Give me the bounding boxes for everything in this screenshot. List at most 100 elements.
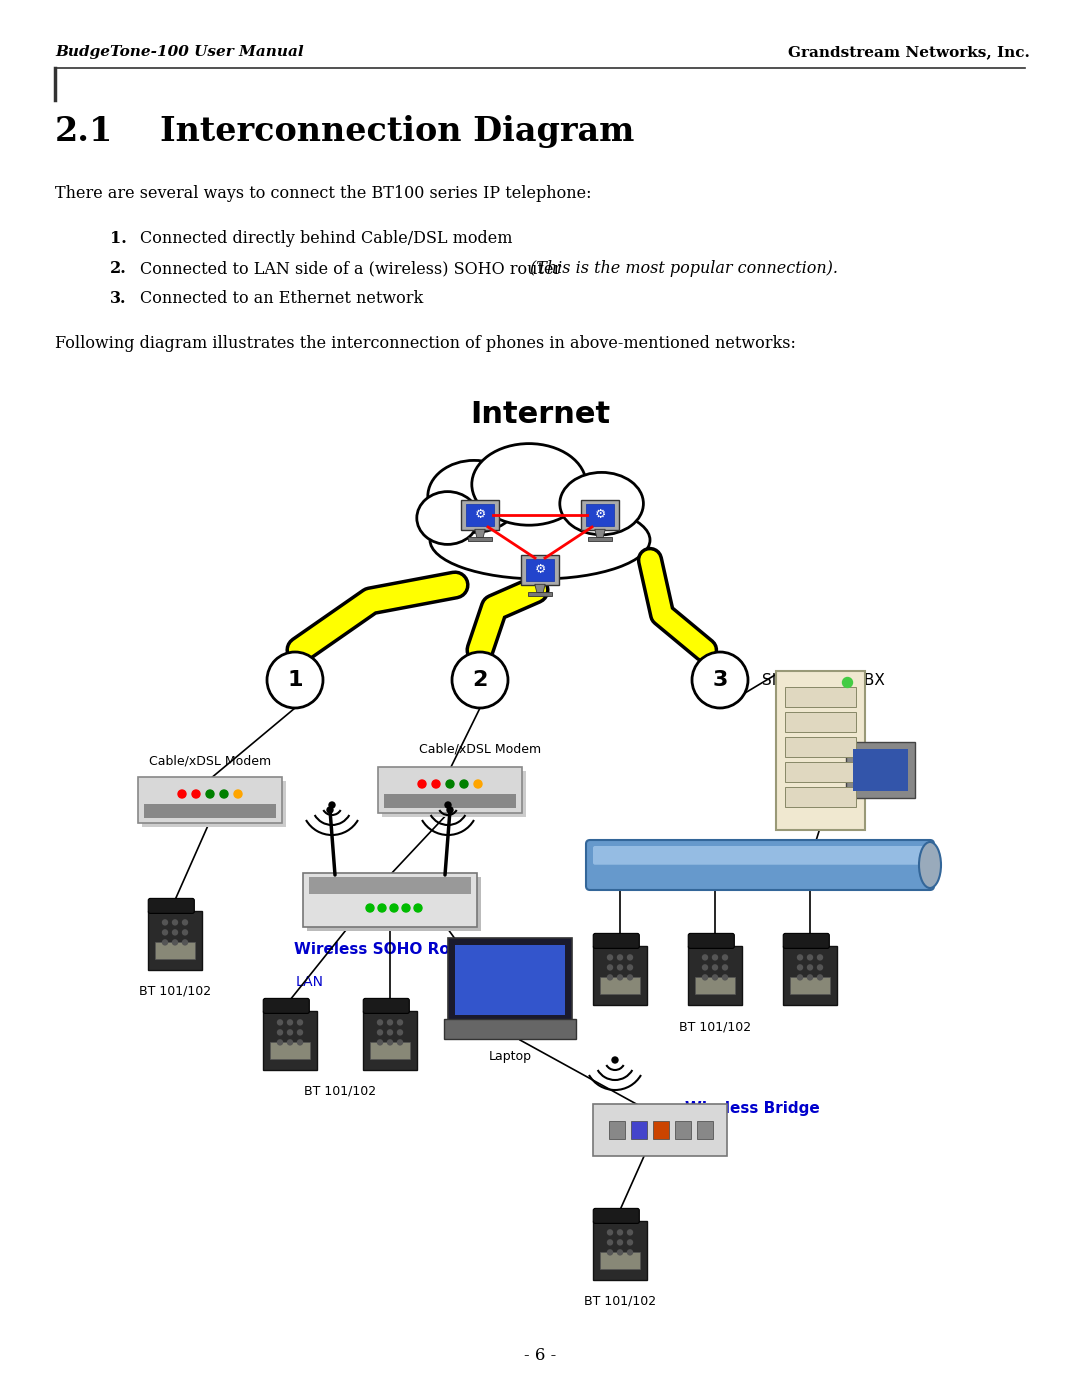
FancyBboxPatch shape bbox=[585, 504, 615, 525]
Circle shape bbox=[173, 930, 177, 935]
Circle shape bbox=[618, 1229, 622, 1235]
Circle shape bbox=[692, 652, 748, 708]
Circle shape bbox=[627, 965, 633, 970]
Circle shape bbox=[445, 802, 451, 807]
Circle shape bbox=[183, 919, 188, 925]
FancyBboxPatch shape bbox=[675, 1120, 691, 1139]
FancyBboxPatch shape bbox=[444, 1018, 576, 1039]
Circle shape bbox=[808, 965, 812, 970]
Text: Following diagram illustrates the interconnection of phones in above-mentioned n: Following diagram illustrates the interc… bbox=[55, 335, 796, 352]
FancyBboxPatch shape bbox=[593, 946, 647, 1004]
Circle shape bbox=[474, 780, 482, 788]
FancyBboxPatch shape bbox=[593, 1208, 639, 1224]
Circle shape bbox=[607, 975, 612, 979]
FancyBboxPatch shape bbox=[688, 946, 742, 1004]
Circle shape bbox=[818, 956, 823, 960]
Circle shape bbox=[287, 1030, 293, 1035]
Circle shape bbox=[397, 1020, 403, 1025]
FancyBboxPatch shape bbox=[600, 977, 639, 995]
Circle shape bbox=[390, 904, 399, 912]
Circle shape bbox=[378, 1020, 382, 1025]
FancyBboxPatch shape bbox=[783, 933, 829, 949]
Circle shape bbox=[842, 678, 852, 687]
Circle shape bbox=[287, 1020, 293, 1025]
FancyBboxPatch shape bbox=[784, 686, 855, 707]
Circle shape bbox=[627, 1229, 633, 1235]
FancyBboxPatch shape bbox=[461, 500, 499, 531]
Circle shape bbox=[278, 1020, 283, 1025]
Text: 2: 2 bbox=[472, 671, 488, 690]
FancyBboxPatch shape bbox=[382, 771, 526, 817]
Circle shape bbox=[702, 965, 707, 970]
FancyBboxPatch shape bbox=[784, 761, 855, 781]
FancyBboxPatch shape bbox=[468, 536, 492, 542]
Ellipse shape bbox=[430, 502, 650, 578]
Circle shape bbox=[388, 1030, 392, 1035]
Circle shape bbox=[713, 975, 717, 979]
FancyBboxPatch shape bbox=[521, 555, 559, 585]
Text: BT 101/102: BT 101/102 bbox=[303, 1085, 376, 1098]
FancyBboxPatch shape bbox=[593, 933, 639, 949]
FancyBboxPatch shape bbox=[378, 767, 522, 813]
Circle shape bbox=[723, 965, 728, 970]
Circle shape bbox=[278, 1030, 283, 1035]
Text: ⚙: ⚙ bbox=[594, 507, 606, 521]
Text: Wireless Bridge: Wireless Bridge bbox=[685, 1101, 820, 1115]
Text: 3.: 3. bbox=[110, 291, 126, 307]
Circle shape bbox=[797, 965, 802, 970]
Circle shape bbox=[192, 789, 200, 798]
Polygon shape bbox=[595, 529, 605, 538]
Circle shape bbox=[183, 930, 188, 935]
Circle shape bbox=[808, 975, 812, 979]
Circle shape bbox=[234, 789, 242, 798]
Circle shape bbox=[297, 1020, 302, 1025]
Circle shape bbox=[713, 956, 717, 960]
Polygon shape bbox=[475, 529, 485, 538]
Text: Interconnection Diagram: Interconnection Diagram bbox=[160, 115, 634, 148]
FancyBboxPatch shape bbox=[270, 1042, 310, 1059]
Text: BT 101/102: BT 101/102 bbox=[139, 985, 211, 997]
FancyBboxPatch shape bbox=[303, 873, 477, 928]
Text: ⚙: ⚙ bbox=[474, 507, 486, 521]
FancyBboxPatch shape bbox=[593, 847, 927, 865]
FancyBboxPatch shape bbox=[697, 1120, 713, 1139]
Circle shape bbox=[183, 940, 188, 944]
Circle shape bbox=[612, 1058, 618, 1063]
Circle shape bbox=[287, 1039, 293, 1045]
Text: 1: 1 bbox=[287, 671, 302, 690]
Text: Connected to an Ethernet network: Connected to an Ethernet network bbox=[140, 291, 423, 307]
Text: Cable/xDSL Modem: Cable/xDSL Modem bbox=[149, 754, 271, 768]
Text: SIP SVR / IP PBX: SIP SVR / IP PBX bbox=[762, 672, 885, 687]
Ellipse shape bbox=[559, 472, 644, 535]
Text: 3: 3 bbox=[713, 671, 728, 690]
Text: Cable/xDSL Modem: Cable/xDSL Modem bbox=[419, 742, 541, 754]
FancyBboxPatch shape bbox=[600, 1252, 639, 1268]
Text: BT 101/102: BT 101/102 bbox=[584, 1295, 656, 1308]
Text: Connected directly behind Cable/DSL modem: Connected directly behind Cable/DSL mode… bbox=[140, 231, 513, 247]
FancyBboxPatch shape bbox=[586, 840, 934, 890]
Circle shape bbox=[702, 956, 707, 960]
Circle shape bbox=[460, 780, 468, 788]
Circle shape bbox=[627, 956, 633, 960]
Circle shape bbox=[713, 965, 717, 970]
Circle shape bbox=[402, 904, 410, 912]
Circle shape bbox=[414, 904, 422, 912]
FancyBboxPatch shape bbox=[852, 749, 907, 791]
Circle shape bbox=[173, 919, 177, 925]
FancyBboxPatch shape bbox=[526, 559, 554, 581]
FancyBboxPatch shape bbox=[141, 781, 286, 827]
Text: BT 101/102: BT 101/102 bbox=[679, 1020, 751, 1032]
FancyBboxPatch shape bbox=[581, 500, 619, 531]
Circle shape bbox=[178, 789, 186, 798]
FancyBboxPatch shape bbox=[455, 944, 565, 1016]
Circle shape bbox=[432, 780, 440, 788]
Circle shape bbox=[378, 904, 386, 912]
Circle shape bbox=[618, 975, 622, 979]
FancyBboxPatch shape bbox=[784, 787, 855, 806]
FancyBboxPatch shape bbox=[148, 911, 202, 970]
Circle shape bbox=[818, 975, 823, 979]
Circle shape bbox=[327, 807, 333, 813]
Circle shape bbox=[808, 956, 812, 960]
Circle shape bbox=[723, 956, 728, 960]
FancyBboxPatch shape bbox=[775, 671, 864, 830]
